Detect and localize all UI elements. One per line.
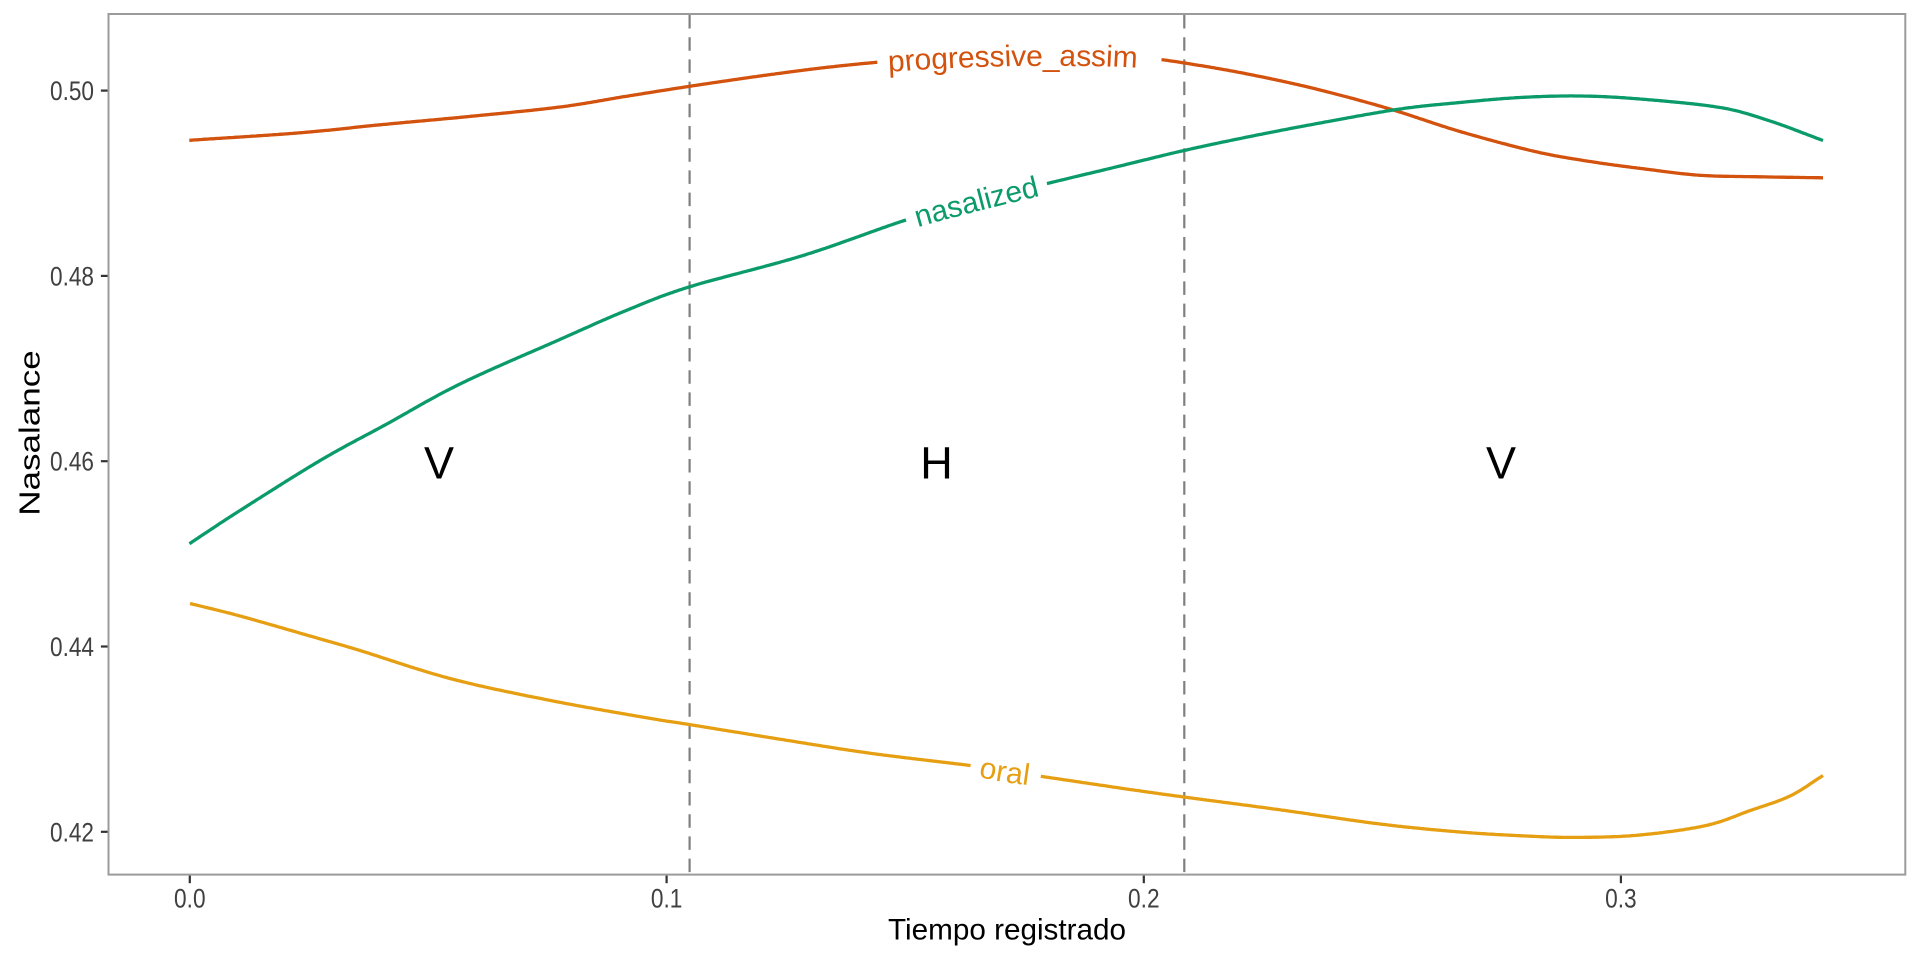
svg-text:0.2: 0.2 — [1128, 884, 1160, 914]
svg-text:0.1: 0.1 — [651, 884, 683, 914]
svg-text:0.50: 0.50 — [50, 76, 94, 106]
svg-text:0.0: 0.0 — [174, 884, 206, 914]
svg-text:V: V — [1486, 437, 1516, 488]
svg-text:0.44: 0.44 — [50, 632, 94, 662]
svg-text:H: H — [920, 437, 953, 488]
svg-text:Tiempo registrado: Tiempo registrado — [888, 914, 1126, 947]
svg-text:Nasalance: Nasalance — [15, 350, 47, 516]
svg-text:progressive_assim: progressive_assim — [887, 39, 1138, 78]
svg-text:0.46: 0.46 — [50, 447, 94, 477]
svg-text:0.42: 0.42 — [50, 817, 94, 847]
svg-text:0.3: 0.3 — [1605, 884, 1637, 914]
svg-text:0.48: 0.48 — [50, 261, 94, 291]
svg-text:V: V — [424, 437, 454, 488]
